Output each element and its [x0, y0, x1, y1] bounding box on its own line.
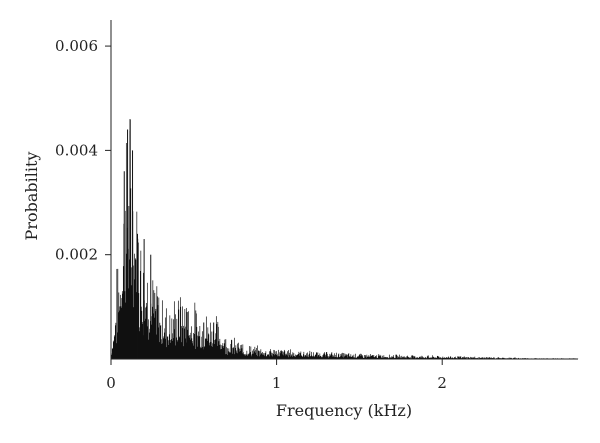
- x-tick-label: 2: [437, 374, 447, 392]
- spectrum-bars: [110, 119, 579, 359]
- x-axis-ticks: 0 1 2: [106, 359, 447, 392]
- y-tick-label: 0.004: [55, 141, 98, 159]
- y-tick-label: 0.006: [55, 37, 98, 55]
- y-tick-label: 0.002: [55, 246, 98, 264]
- x-axis-title: Frequency (kHz): [276, 401, 412, 420]
- y-axis-ticks: 0.002 0.004 0.006: [55, 37, 111, 264]
- x-tick-label: 0: [106, 374, 116, 392]
- y-axis-title: Probability: [22, 152, 41, 241]
- x-tick-label: 1: [272, 374, 282, 392]
